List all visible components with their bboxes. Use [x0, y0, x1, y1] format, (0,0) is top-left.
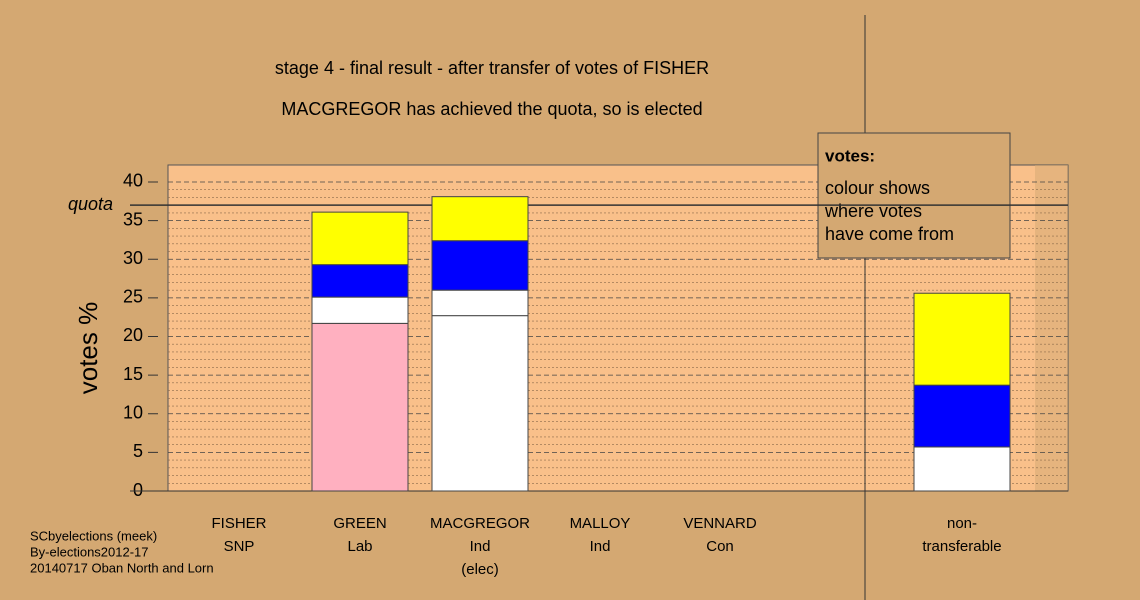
x-tick-label: MALLOY: [570, 515, 631, 532]
x-tick-label: Lab: [347, 538, 372, 555]
bar-segment: [311, 264, 409, 298]
bar-segment: [431, 315, 529, 492]
bar-segment: [311, 211, 409, 266]
legend-line: have come from: [825, 224, 954, 244]
y-tick-label: 20: [123, 325, 143, 345]
y-tick-label: 10: [123, 402, 143, 422]
bar-segment: [913, 292, 1011, 386]
legend-title: votes:: [825, 146, 875, 165]
x-tick-label: Ind: [590, 538, 611, 555]
bar-segment: [913, 384, 1011, 448]
footer-line: 20140717 Oban North and Lorn: [30, 560, 214, 575]
y-tick-label: 5: [133, 441, 143, 461]
x-tick-label: VENNARD: [683, 515, 757, 532]
y-tick-label: 40: [123, 171, 143, 191]
legend-line: colour shows: [825, 178, 930, 198]
plot-margin: [1035, 165, 1068, 491]
chart-title: stage 4 - final result - after transfer …: [275, 58, 709, 78]
y-tick-label: 15: [123, 364, 143, 384]
footer-line: By-elections2012-17: [30, 544, 149, 559]
x-tick-label: Ind: [470, 538, 491, 555]
x-tick-label: SNP: [224, 538, 255, 555]
x-tick-label: GREEN: [333, 515, 386, 532]
bar-segment: [431, 289, 529, 317]
quota-label: quota: [68, 194, 113, 214]
footer-line: SCbyelections (meek): [30, 528, 157, 543]
bar-segment: [431, 240, 529, 291]
bar-segment: [431, 196, 529, 242]
bar-segment: [311, 322, 409, 492]
x-tick-label: MACGREGOR: [430, 515, 530, 532]
bar-segment: [311, 296, 409, 324]
y-axis-label: votes %: [73, 302, 103, 395]
y-tick-label: 30: [123, 248, 143, 268]
legend-line: where votes: [824, 201, 922, 221]
legend-box: [817, 132, 1011, 259]
chart-subtitle: MACGREGOR has achieved the quota, so is …: [281, 99, 702, 119]
bar-segment: [913, 446, 1011, 492]
x-tick-label: transferable: [922, 538, 1001, 555]
y-tick-label: 35: [123, 209, 143, 229]
x-tick-label: FISHER: [211, 515, 266, 532]
x-tick-label: non-: [947, 515, 977, 532]
y-tick-label: 0: [133, 480, 143, 500]
x-tick-label: Con: [706, 538, 734, 555]
y-tick-label: 25: [123, 287, 143, 307]
x-tick-label: (elec): [461, 561, 499, 578]
